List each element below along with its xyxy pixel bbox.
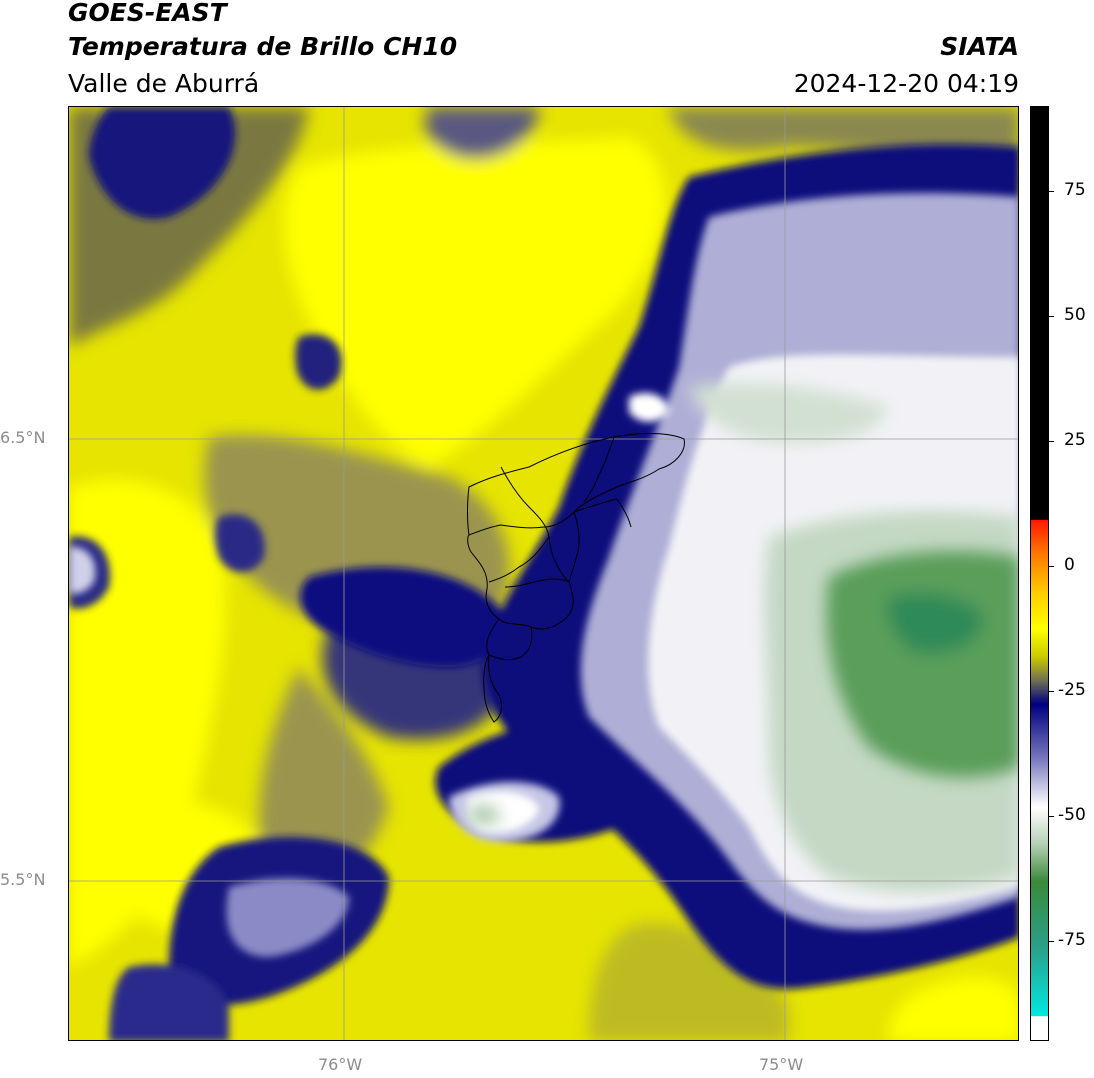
lat-label-5-5n: 5.5°N [0, 870, 46, 889]
lat-label-6-5n: 6.5°N [0, 428, 46, 447]
colorbar-tick [1049, 191, 1054, 192]
colorbar-tick [1049, 816, 1054, 817]
lon-label-76w: 76°W [318, 1055, 363, 1074]
colorbar-tick-label: 75 [1064, 180, 1086, 200]
colorbar-tick-label: 25 [1064, 430, 1086, 450]
aburra-valley-boundaries [467, 432, 685, 723]
colorbar-tick [1049, 691, 1054, 692]
colorbar-tick-label: 50 [1064, 305, 1086, 325]
product-title: Temperatura de Brillo CH10 [68, 32, 458, 61]
satellite-image [69, 107, 1018, 1040]
map-panel[interactable] [68, 106, 1019, 1041]
colorbar-tick-label: -50 [1058, 805, 1086, 825]
colorbar-tick-label: -25 [1058, 680, 1086, 700]
colorbar-tick-label: 0 [1064, 555, 1075, 575]
agency-label: SIATA [940, 32, 1019, 61]
colorbar-tick [1049, 441, 1054, 442]
satellite-title: GOES-EAST [68, 0, 227, 27]
colorbar-tick [1049, 566, 1054, 567]
region-label: Valle de Aburrá [68, 69, 260, 98]
timestamp-label: 2024-12-20 04:19 [793, 69, 1019, 98]
colorbar-tick-label: -75 [1058, 930, 1086, 950]
colorbar-tick [1049, 941, 1054, 942]
lon-label-75w: 75°W [759, 1055, 804, 1074]
colorbar-tick [1049, 316, 1054, 317]
colorbar-gradient [1031, 107, 1048, 1040]
temperature-colorbar [1030, 106, 1049, 1041]
graticule [69, 107, 1018, 1040]
